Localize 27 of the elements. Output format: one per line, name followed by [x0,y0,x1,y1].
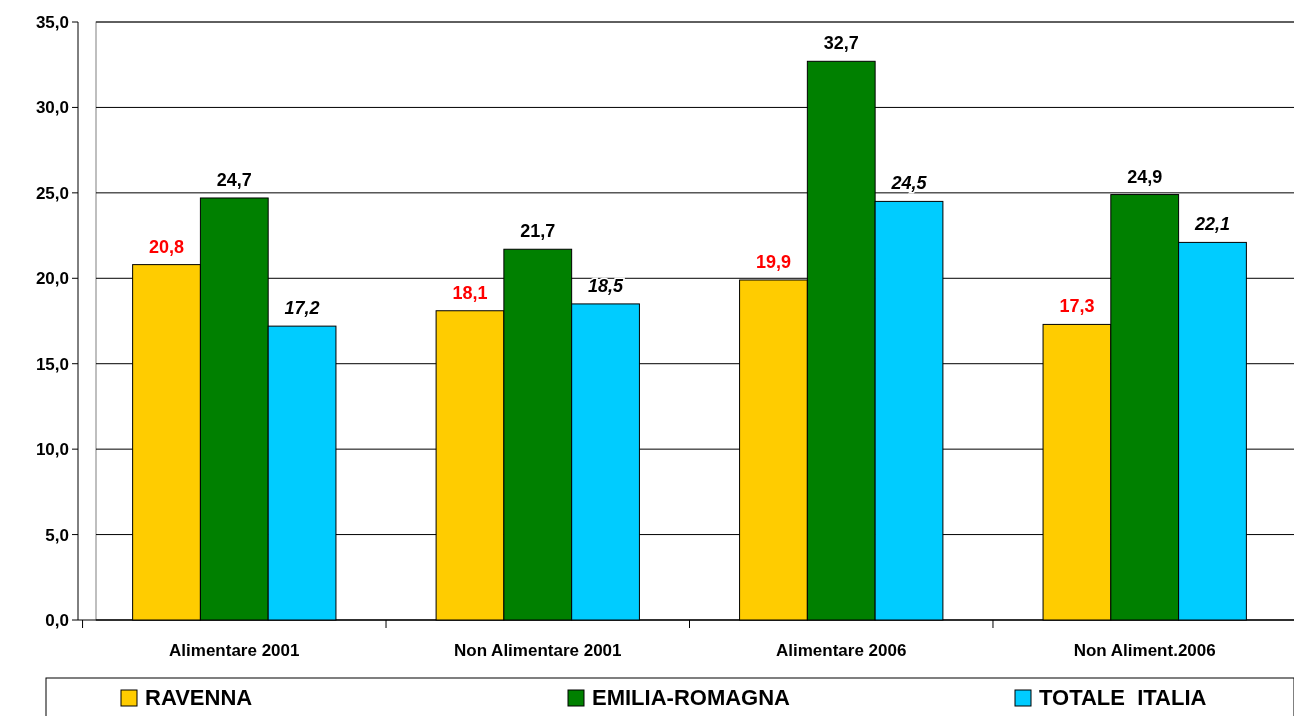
text: 17,2 [284,298,320,319]
text: 24,7 [216,169,252,190]
legend-label: RAVENNA [145,685,253,710]
x-tick-label: Alimentare 2006 [776,641,907,660]
y-tick-label: 10,0 [35,440,69,460]
text: 18,1 [452,282,488,303]
y-tick-label: 30,0 [35,98,69,118]
legend-label: EMILIA-ROMAGNA [592,685,791,710]
text: 17,3 [1059,296,1095,317]
x-tick-label: Alimentare 2001 [169,641,300,660]
x-tick-label: Non Alimentare 2001 [453,641,622,660]
y-tick-label: 0,0 [45,610,69,630]
x-tick-label: Non Aliment.2006 [1073,641,1216,660]
text: 24,9 [1127,166,1163,187]
y-tick-label: 5,0 [45,525,69,545]
text: 22,1 [1194,214,1231,235]
y-tick-label: 25,0 [35,183,69,203]
text: 32,7 [823,33,859,54]
text: 21,7 [520,221,556,242]
y-tick-label: 35,0 [35,12,69,32]
text: 19,9 [755,251,791,272]
legend-label: TOTALE ITALIA [1039,685,1207,710]
text: 18,5 [588,275,624,296]
text: 24,5 [891,173,927,194]
text: 20,8 [148,236,185,257]
y-tick-label: 15,0 [35,354,69,374]
y-tick-label: 20,0 [35,269,69,289]
